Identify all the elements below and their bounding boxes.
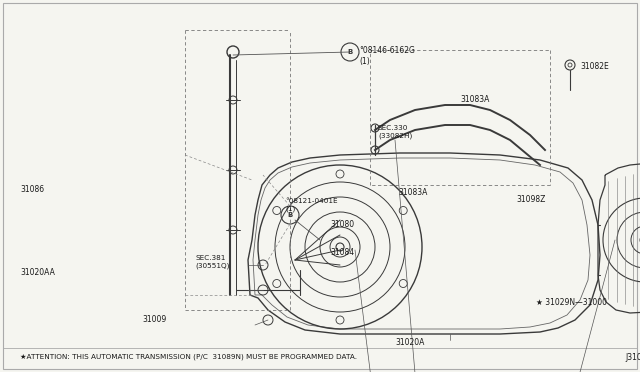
Text: SEC.381
(30551Q): SEC.381 (30551Q) (195, 255, 229, 269)
Text: ★ATTENTION: THIS AUTOMATIC TRANSMISSION (P/C  31089N) MUST BE PROGRAMMED DATA.: ★ATTENTION: THIS AUTOMATIC TRANSMISSION … (20, 353, 357, 360)
Text: 31009: 31009 (142, 315, 166, 324)
Text: °08146-6162G
(1): °08146-6162G (1) (359, 46, 415, 66)
Text: 31098Z: 31098Z (516, 195, 545, 204)
Text: 31086: 31086 (20, 185, 44, 194)
Text: 31083A: 31083A (398, 188, 428, 197)
Text: 31084: 31084 (330, 248, 354, 257)
Text: 31020A: 31020A (395, 338, 424, 347)
Text: 31083A: 31083A (460, 95, 490, 104)
Text: B: B (348, 49, 353, 55)
Text: ★ 31029N—31000: ★ 31029N—31000 (536, 298, 607, 307)
Text: SEC.330
(33082H): SEC.330 (33082H) (378, 125, 412, 139)
Text: J31000U0: J31000U0 (625, 353, 640, 362)
Text: B: B (287, 212, 292, 218)
Text: °08121-0401E
(1): °08121-0401E (1) (285, 198, 338, 212)
Text: 31020AA: 31020AA (20, 268, 55, 277)
Text: 31080: 31080 (330, 220, 354, 229)
Text: 31082E: 31082E (580, 62, 609, 71)
